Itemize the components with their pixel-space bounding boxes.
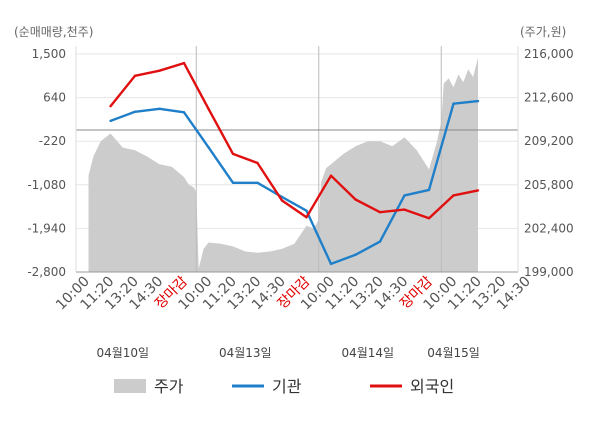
x-axis-ticks: 10:0011:2013:2014:30장마감10:0011:2013:2014…	[53, 273, 534, 313]
legend: 주가 기관 외국인	[114, 377, 454, 396]
date-label: 04월10일	[96, 346, 149, 360]
data-point	[476, 99, 480, 103]
data-point	[256, 181, 259, 184]
data-point	[403, 194, 406, 197]
right-tick-label: 212,600	[524, 91, 574, 105]
data-point	[427, 188, 431, 192]
data-point	[329, 262, 333, 266]
date-label: 04월15일	[427, 346, 480, 360]
data-point	[452, 194, 455, 197]
data-point	[182, 61, 186, 65]
data-point	[476, 189, 480, 192]
left-tick-label: -2,800	[27, 265, 66, 279]
right-axis-ticks: 216,000 212,600 209,200 205,800 202,400 199,0…	[524, 47, 574, 279]
left-tick-label: 1,500	[32, 47, 66, 61]
date-label: 04월14일	[341, 346, 394, 360]
legend-swatch-price	[114, 379, 146, 393]
right-tick-label: 216,000	[524, 47, 574, 61]
data-point	[305, 209, 308, 212]
data-point	[231, 181, 235, 184]
price-area	[88, 57, 478, 272]
data-point	[109, 119, 112, 123]
data-point	[403, 208, 406, 211]
right-tick-label: 205,800	[524, 178, 574, 192]
left-tick-label: 640	[43, 91, 66, 105]
left-tick-label: -1,940	[27, 221, 66, 235]
data-point	[231, 152, 235, 156]
data-point	[329, 174, 333, 177]
data-point	[427, 217, 431, 220]
data-point	[378, 240, 382, 243]
left-tick-label: -220	[39, 134, 66, 148]
data-point	[133, 110, 137, 114]
legend-label: 주가	[154, 377, 184, 396]
legend-label: 기관	[272, 377, 302, 396]
left-tick-label: -1,080	[27, 178, 66, 192]
right-tick-label: 209,200	[524, 134, 574, 148]
left-axis-unit: (순매매량,천주)	[14, 24, 93, 39]
data-point	[378, 211, 382, 214]
date-labels: 04월10일 04월13일 04월14일 04월15일	[96, 346, 479, 360]
series-line-institution	[110, 99, 479, 266]
data-point	[305, 216, 308, 219]
data-point	[207, 146, 210, 149]
data-point	[207, 107, 210, 111]
right-axis-unit: (주가,원)	[520, 25, 566, 39]
series-line-foreign	[109, 61, 479, 220]
data-point	[158, 107, 161, 111]
left-axis-ticks: 1,500 640 -220 -1,080 -1,940 -2,800	[27, 47, 66, 279]
data-point	[452, 102, 455, 105]
data-point	[354, 253, 357, 256]
legend-label: 외국인	[410, 377, 454, 396]
date-label: 04월13일	[219, 346, 272, 360]
data-point	[354, 198, 357, 201]
data-point	[109, 105, 112, 108]
flow-lines	[109, 61, 480, 266]
price-area-series	[88, 57, 478, 272]
data-point	[256, 161, 259, 165]
data-point	[133, 74, 137, 78]
data-point	[182, 111, 186, 114]
right-tick-label: 202,400	[524, 221, 574, 235]
right-tick-label: 199,000	[524, 265, 574, 279]
data-point	[158, 69, 161, 72]
data-point	[280, 199, 284, 202]
